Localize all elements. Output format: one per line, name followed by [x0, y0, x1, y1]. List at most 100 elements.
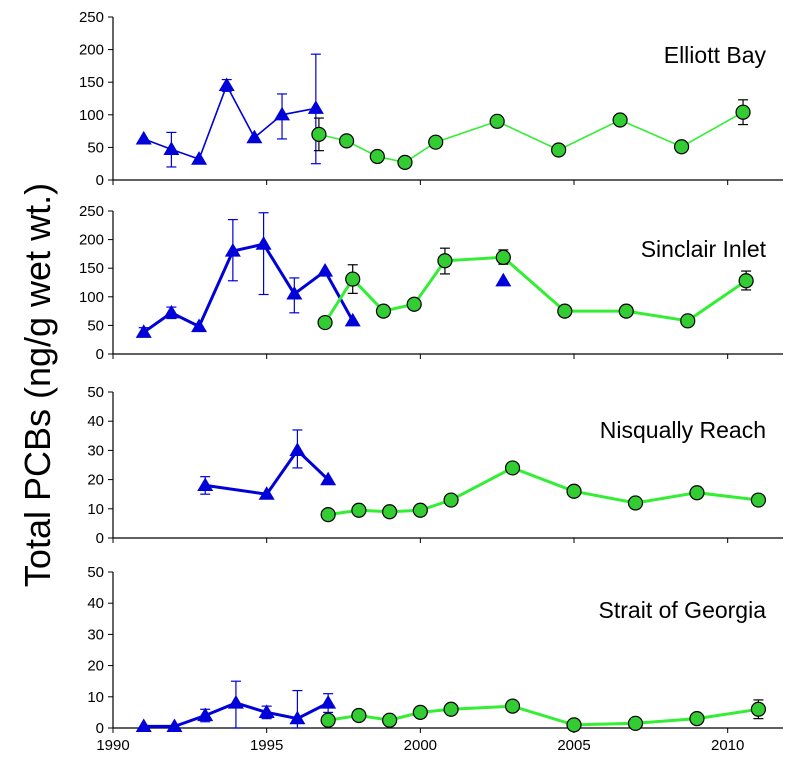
data-point — [750, 701, 767, 717]
data-point — [495, 249, 511, 265]
y-tick-label: 40 — [87, 413, 104, 430]
y-tick-label: 10 — [87, 501, 104, 518]
y-tick-label: 200 — [79, 232, 104, 249]
data-point — [735, 104, 751, 120]
y-tick-label: 250 — [79, 9, 104, 26]
chart-panel: 0 50 100 150 200 250 Sinclair Inlet — [79, 203, 783, 363]
y-tick-label: 0 — [96, 346, 104, 363]
data-point — [566, 717, 582, 733]
data-point — [320, 695, 337, 709]
series-line — [327, 466, 759, 517]
data-point — [135, 718, 152, 733]
data-point — [680, 313, 696, 329]
y-tick-label: 50 — [87, 564, 104, 581]
data-point — [369, 148, 385, 165]
panel-title: Elliott Bay — [664, 42, 767, 68]
data-point — [689, 711, 705, 727]
data-point — [197, 477, 214, 492]
y-tick-label: 100 — [79, 289, 104, 306]
data-point — [618, 303, 634, 319]
data-point — [258, 704, 275, 718]
data-point — [673, 139, 690, 155]
data-point — [738, 273, 754, 289]
panel-title: Nisqually Reach — [600, 417, 766, 443]
y-tick-label: 250 — [79, 203, 104, 220]
series-line — [327, 704, 759, 727]
data-point — [566, 483, 582, 499]
x-tick-label: 1995 — [250, 737, 283, 754]
data-point — [627, 495, 644, 511]
y-tick-label: 10 — [87, 689, 104, 706]
chart-panel: 0 50 100 150 200 250 Elliott Bay — [79, 9, 783, 189]
y-tick-label: 50 — [87, 384, 104, 401]
data-point — [135, 324, 152, 338]
data-point — [135, 130, 152, 145]
data-point — [289, 710, 306, 725]
y-tick-label: 0 — [96, 530, 104, 547]
data-point — [443, 701, 459, 717]
data-point — [557, 303, 573, 319]
chart-panel: 0 10 20 30 40 50 1990 1995 2000 2005 2010 Strait of… — [87, 564, 783, 754]
data-point — [504, 460, 521, 476]
data-point — [689, 485, 705, 501]
data-point — [320, 471, 337, 486]
chart-panel: 0 10 20 30 40 50 Nisqually Reach — [87, 384, 783, 547]
data-point — [612, 112, 628, 128]
data-point — [218, 77, 235, 92]
x-tick-label: 2010 — [711, 737, 744, 754]
data-point — [351, 707, 367, 724]
y-tick-label: 30 — [87, 442, 104, 459]
data-point — [551, 142, 567, 158]
data-point — [274, 106, 291, 121]
x-tick-label: 1990 — [96, 737, 129, 754]
data-point — [345, 271, 361, 287]
y-tick-label: 150 — [79, 74, 104, 91]
data-point — [166, 718, 183, 733]
data-point — [375, 303, 392, 319]
data-point — [412, 704, 428, 721]
y-tick-label: 50 — [87, 139, 104, 156]
data-point — [191, 151, 208, 165]
data-point — [286, 285, 303, 300]
y-tick-label: 0 — [96, 720, 104, 737]
data-point — [504, 698, 521, 714]
y-tick-label: 150 — [79, 260, 104, 277]
series-line — [204, 448, 330, 496]
series-line — [323, 255, 747, 324]
panel-title: Strait of Georgia — [599, 597, 767, 623]
y-tick-label: 0 — [96, 172, 104, 189]
data-point — [627, 715, 644, 731]
data-point — [307, 100, 324, 114]
data-point — [412, 502, 428, 518]
data-point — [382, 504, 398, 520]
data-point — [437, 253, 453, 269]
data-point — [338, 133, 355, 149]
y-tick-label: 50 — [87, 317, 104, 334]
data-point — [351, 502, 367, 518]
y-tick-label: 20 — [87, 472, 104, 489]
y-tick-label: 40 — [87, 595, 104, 612]
series-line — [318, 111, 744, 164]
data-point — [317, 263, 334, 277]
y-tick-label: 200 — [79, 42, 104, 59]
x-tick-label: 2000 — [404, 737, 437, 754]
data-point — [227, 695, 244, 709]
data-point — [750, 492, 767, 508]
data-point — [495, 272, 512, 287]
data-point — [489, 113, 505, 129]
data-point — [428, 134, 444, 150]
data-point — [191, 318, 208, 333]
data-point — [255, 236, 272, 250]
data-point — [246, 129, 263, 144]
panel-title: Sinclair Inlet — [641, 236, 767, 262]
data-point — [382, 712, 398, 728]
data-point — [320, 507, 336, 523]
y-tick-label: 30 — [87, 626, 104, 643]
y-tick-label: 100 — [79, 107, 104, 124]
data-point — [320, 712, 336, 728]
data-point — [163, 304, 180, 319]
data-point — [258, 486, 275, 500]
y-tick-label: 20 — [87, 658, 104, 675]
data-point — [224, 243, 241, 257]
data-point — [163, 141, 180, 155]
